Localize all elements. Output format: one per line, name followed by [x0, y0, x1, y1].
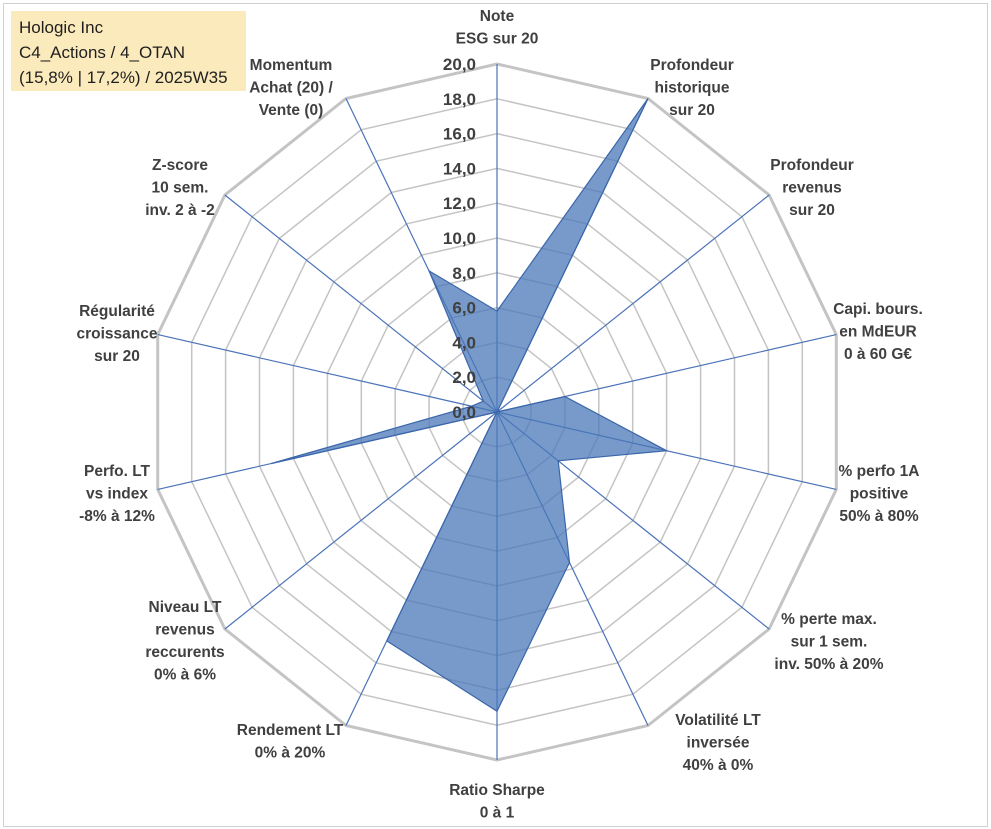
axis-label: Capi. bours. en MdEUR 0 à 60 G€: [833, 301, 923, 363]
axis-labels: Note ESG sur 20 Profondeur historique sur 20…: [77, 8, 923, 822]
axis-spoke: [496, 194, 770, 413]
title-portfolio: C4_Actions / 4_OTAN: [19, 43, 185, 62]
axis-label: Niveau LT revenus reccurents 0% à 6%: [145, 599, 224, 684]
axis-spoke: [224, 194, 498, 413]
radial-tick-label: 10,0: [443, 229, 476, 248]
radial-tick-label: 18,0: [443, 90, 476, 109]
radial-tick-label: 6,0: [452, 299, 476, 318]
radial-tick-label: 16,0: [443, 125, 476, 144]
axis-label: Régularité croissance sur 20: [77, 303, 158, 365]
axis-label: Volatilité LT inversée 40% à 0%: [675, 712, 761, 774]
title-stats: (15,8% | 17,2%) / 2025W35: [19, 68, 228, 87]
radar-series: [271, 98, 669, 713]
axis-label: % perfo 1A positive 50% à 80%: [839, 463, 920, 525]
axis-spoke: [224, 411, 498, 630]
axis-label: Momentum Achat (20) / Vente (0): [249, 57, 333, 119]
title-box: Hologic Inc C4_Actions / 4_OTAN (15,8% |…: [11, 11, 246, 91]
axis-label: Note ESG sur 20: [456, 8, 539, 48]
radial-tick-label: 14,0: [443, 159, 476, 178]
radial-tick-label: 2,0: [452, 368, 476, 387]
axis-label: % perte max. sur 1 sem. inv. 50% à 20%: [774, 611, 883, 673]
axis-label: Rendement LT 0% à 20%: [237, 722, 344, 762]
axis-label: Ratio Sharpe 0 à 1: [449, 782, 545, 822]
radial-tick-labels: 0,0 2,0 4,0 6,0 8,0 10,0 12,0 14,0 16,0 18,0 20,0: [443, 55, 476, 422]
title-company: Hologic Inc: [19, 18, 104, 37]
chart-frame: [3, 3, 988, 827]
axis-spoke: [157, 334, 498, 413]
radial-tick-label: 4,0: [452, 333, 476, 352]
radial-tick-label: 8,0: [452, 264, 476, 283]
axis-label: Z-score 10 sem. inv. 2 à -2: [145, 157, 215, 219]
axis-label: Profondeur historique sur 20: [650, 57, 734, 119]
radial-tick-label: 12,0: [443, 194, 476, 213]
radial-tick-label: 0,0: [452, 403, 476, 422]
radial-tick-label: 20,0: [443, 55, 476, 74]
axis-label: Perfo. LT vs index -8% à 12%: [79, 463, 155, 525]
axis-label: Profondeur revenus sur 20: [770, 157, 854, 219]
